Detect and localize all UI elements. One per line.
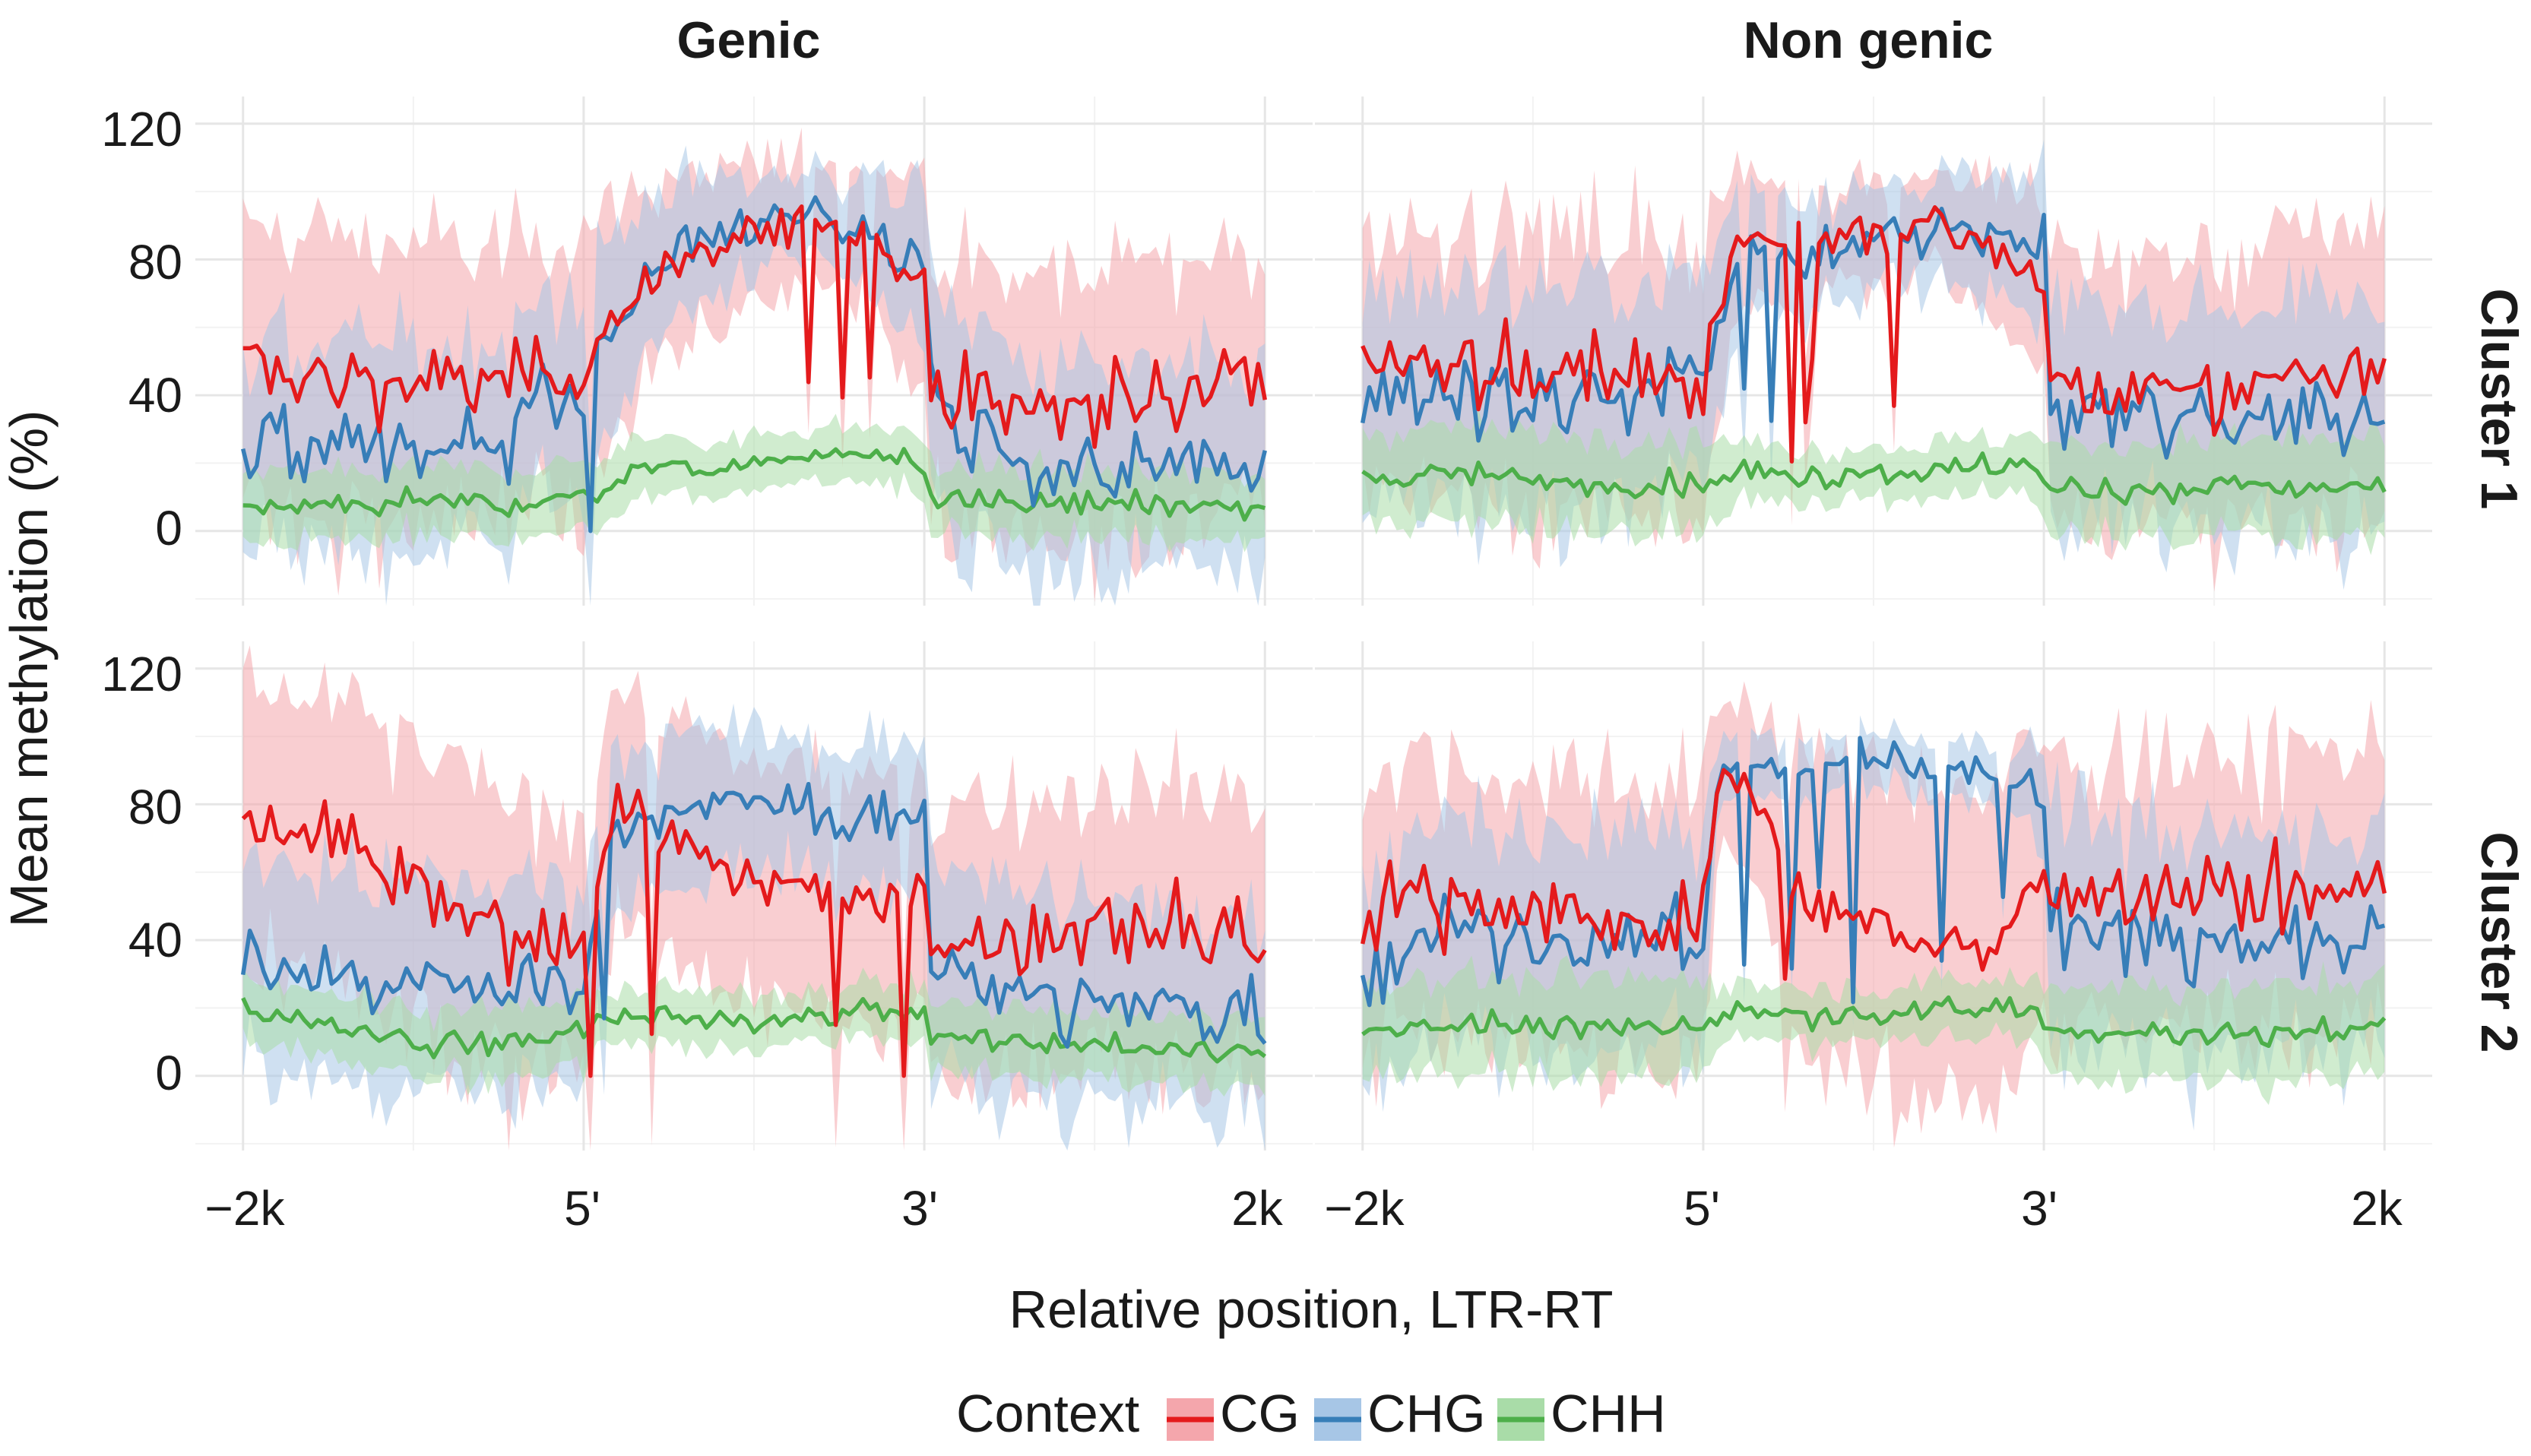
x-tick-labels-genic: −2k 5' 3' 2k [205, 1181, 1284, 1236]
line-cg [241, 783, 1267, 1078]
line-chg [240, 781, 1267, 1049]
band-chh [1362, 955, 2385, 1105]
x-tick-label: −2k [205, 1181, 286, 1236]
line-chh [1361, 995, 2387, 1049]
panels [195, 97, 2432, 1151]
x-tick-label: 2k [2351, 1181, 2403, 1236]
y-tick-label: 120 [101, 102, 182, 157]
band-chh [242, 413, 1266, 552]
line-chh [1361, 451, 2387, 506]
line-chg [241, 195, 1267, 533]
band-chh [1362, 409, 2385, 555]
strip-title-non-genic: Non genic [1744, 11, 1994, 69]
x-axis-title: Relative position, LTR-RT [1009, 1280, 1614, 1339]
x-tick-label: 3' [901, 1181, 938, 1236]
x-tick-label: 5' [1684, 1181, 1720, 1236]
legend-title: Context [956, 1384, 1139, 1443]
y-tick-label: 120 [101, 647, 182, 701]
line-cg [1361, 205, 2387, 464]
strip-title-genic: Genic [677, 11, 821, 69]
y-tick-label: 40 [128, 913, 182, 967]
y-axis-title: Mean methylation (%) [0, 410, 59, 928]
panel-non-genic-cluster-2 [1315, 641, 2432, 1151]
y-tick-label: 0 [155, 501, 182, 555]
strip-title-cluster-2: Cluster 2 [2470, 832, 2528, 1053]
line-cg [242, 204, 1268, 449]
panel-genic-cluster-1 [195, 97, 1313, 606]
line-chg [1361, 736, 2386, 1008]
y-tick-label: 40 [128, 368, 182, 423]
x-tick-label: 5' [564, 1181, 600, 1236]
x-tick-labels-non-genic: −2k 5' 3' 2k [1325, 1181, 2403, 1236]
y-tick-label: 0 [155, 1046, 182, 1100]
x-tick-label: −2k [1325, 1181, 1405, 1236]
strip-title-cluster-1: Cluster 1 [2470, 289, 2528, 510]
y-tick-label: 80 [128, 235, 182, 290]
line-cg [1361, 768, 2387, 981]
y-tick-labels-row-2: 0 40 80 120 [101, 647, 182, 1100]
legend-label-chg: CHG [1367, 1384, 1486, 1443]
y-tick-labels-row-1: 0 40 80 120 [101, 102, 182, 555]
line-chh [241, 996, 1266, 1064]
panel-genic-cluster-2 [195, 641, 1313, 1151]
panel-non-genic-cluster-1 [1315, 97, 2432, 606]
x-tick-label: 2k [1231, 1181, 1284, 1236]
legend: Context CG CHG CHH [956, 1384, 1666, 1443]
legend-label-chh: CHH [1551, 1384, 1666, 1443]
y-tick-label: 80 [128, 780, 182, 834]
line-chh [242, 447, 1266, 522]
legend-label-cg: CG [1220, 1384, 1300, 1443]
x-tick-label: 3' [2021, 1181, 2057, 1236]
